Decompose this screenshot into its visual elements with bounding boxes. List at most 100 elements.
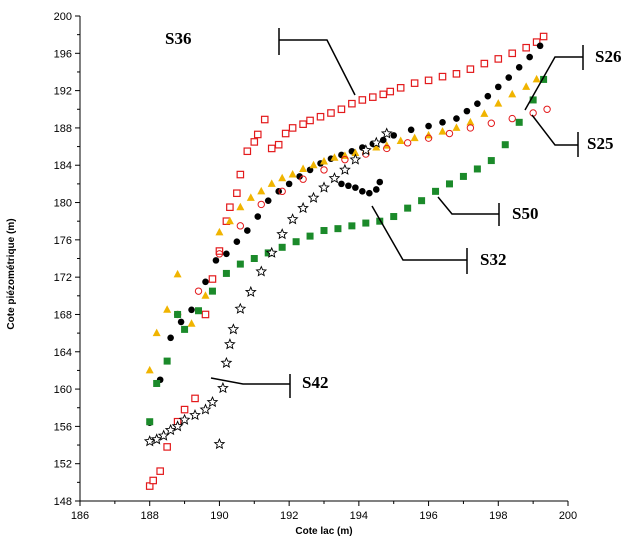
data-point — [194, 287, 203, 295]
data-point — [274, 140, 283, 149]
data-point — [187, 319, 196, 327]
data-point — [150, 433, 163, 445]
y-tick-label: 160 — [54, 384, 72, 396]
data-point — [445, 129, 454, 138]
series-s25-circles- — [173, 105, 551, 319]
y-tick-label: 184 — [54, 160, 72, 172]
x-tick-label: 196 — [419, 510, 437, 522]
data-point — [345, 182, 352, 190]
data-point — [226, 203, 234, 212]
data-point — [233, 238, 241, 246]
data-point — [494, 83, 502, 91]
data-point — [459, 172, 467, 180]
data-point — [543, 105, 551, 113]
data-point — [281, 129, 290, 138]
data-point — [396, 136, 405, 144]
data-point — [494, 55, 503, 63]
data-point — [487, 119, 496, 127]
data-point — [288, 170, 297, 178]
data-point — [366, 189, 373, 197]
y-tick-label: 148 — [54, 496, 72, 508]
data-point — [189, 409, 201, 421]
data-point — [529, 96, 537, 104]
data-point — [320, 157, 328, 165]
data-point — [418, 197, 426, 205]
data-point — [487, 157, 495, 165]
data-point — [208, 275, 217, 283]
y-tick-label: 164 — [54, 347, 72, 359]
data-point — [379, 136, 387, 144]
data-point — [201, 310, 210, 319]
data-point — [501, 141, 509, 149]
data-point — [267, 179, 276, 187]
x-axis-title: Cote lac (m) — [295, 526, 352, 537]
data-point — [278, 243, 286, 251]
data-point — [227, 323, 240, 335]
data-point — [424, 76, 433, 85]
data-point — [452, 123, 461, 131]
series-s32 — [338, 178, 384, 197]
data-point — [215, 250, 224, 258]
data-point — [246, 193, 255, 201]
data-point — [466, 117, 475, 126]
data-point — [539, 32, 548, 41]
x-tick-label: 188 — [141, 510, 159, 522]
y-tick-label: 180 — [54, 198, 72, 210]
data-point — [201, 291, 210, 299]
series-s25 — [145, 74, 541, 374]
data-point — [257, 200, 265, 209]
data-point — [152, 328, 161, 337]
data-point — [236, 260, 244, 268]
data-point — [146, 418, 154, 426]
data-point — [244, 227, 251, 234]
data-point — [180, 405, 189, 414]
data-point — [376, 217, 384, 225]
data-point — [167, 334, 174, 342]
data-point — [173, 269, 182, 278]
data-point — [265, 246, 278, 258]
data-point — [424, 134, 433, 142]
data-point — [330, 153, 339, 161]
data-point — [529, 109, 537, 117]
label-s26: S26 — [595, 47, 621, 66]
data-point — [432, 187, 440, 195]
data-point — [505, 74, 513, 81]
y-tick-label: 156 — [54, 421, 72, 433]
data-point — [348, 222, 356, 230]
data-point — [217, 381, 229, 394]
callout-s32 — [371, 205, 468, 274]
data-point — [379, 90, 388, 99]
data-point — [243, 147, 252, 156]
data-point — [286, 213, 299, 225]
data-point — [292, 238, 300, 246]
data-point — [285, 180, 293, 188]
data-point — [484, 92, 492, 100]
label-s42: S42 — [302, 373, 328, 392]
data-point — [349, 153, 362, 165]
data-point — [453, 115, 460, 122]
data-point — [452, 70, 461, 78]
data-point — [254, 213, 262, 220]
data-point — [307, 191, 320, 203]
data-point — [236, 170, 245, 179]
data-point — [202, 278, 209, 286]
data-point — [244, 285, 257, 298]
data-point — [339, 163, 351, 175]
callout-s50 — [437, 196, 500, 226]
data-point — [438, 127, 447, 135]
data-point — [403, 139, 412, 147]
data-point — [171, 420, 184, 432]
data-point — [338, 180, 345, 188]
data-point — [474, 100, 481, 107]
x-tick-label: 190 — [210, 510, 228, 522]
y-tick-label: 188 — [54, 123, 72, 135]
data-point — [316, 112, 325, 121]
x-tick-label: 198 — [489, 510, 507, 522]
data-point — [540, 75, 548, 83]
y-tick-label: 152 — [54, 459, 72, 471]
data-point — [508, 89, 517, 98]
data-point — [296, 173, 303, 180]
x-tick-label: 200 — [559, 510, 577, 522]
y-axis-title: Cote piézométrique (m) — [6, 218, 17, 329]
data-point — [383, 144, 391, 153]
